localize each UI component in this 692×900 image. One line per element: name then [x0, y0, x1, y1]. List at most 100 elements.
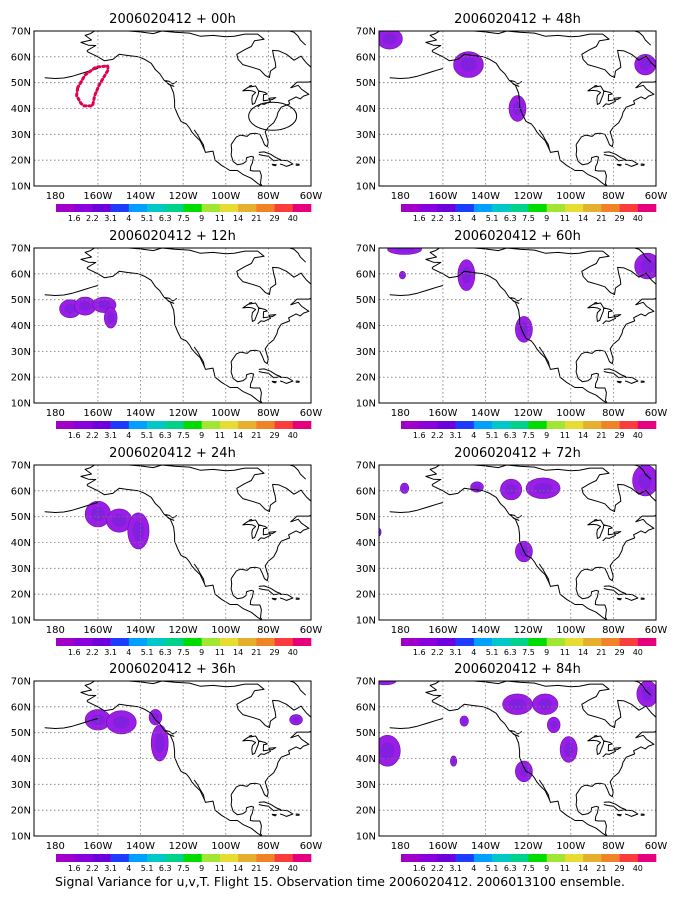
colorbar-label: 3.1 — [104, 431, 117, 440]
colorbar-swatch — [546, 421, 566, 429]
coastline — [575, 361, 608, 403]
coastline — [310, 738, 311, 740]
coastline — [193, 346, 205, 367]
colorbar-swatch — [165, 638, 184, 646]
colorbar-swatch — [110, 421, 130, 429]
latitude-tick-label: 20N — [11, 156, 31, 167]
colorbar-swatch — [528, 421, 548, 429]
colorbar-label: 11 — [215, 214, 225, 223]
colorbar-swatch — [128, 421, 148, 429]
panel-title: 2006020412 + 24h — [109, 446, 236, 461]
colorbar-label: 4 — [471, 648, 476, 657]
longitude-tick-label: 160W — [83, 841, 112, 852]
coastline — [295, 380, 300, 383]
colorbar-swatch — [219, 204, 239, 212]
longitude-tick-label: 180 — [391, 841, 410, 852]
colorbar-label: 9 — [199, 431, 204, 440]
colorbar-swatch — [455, 854, 475, 862]
colorbar-label: 4 — [126, 214, 131, 223]
longitude-tick-label: 160W — [428, 191, 457, 202]
colorbar-label: 21 — [596, 431, 606, 440]
map-frame — [33, 464, 312, 621]
signal-variance-core — [641, 686, 654, 702]
coastline — [616, 813, 622, 817]
coastline — [241, 238, 256, 246]
colorbar: 1.6 2.2 3.1 4 5.1 6.3 7.5 9 11 14 21 29 40 — [56, 204, 312, 223]
colorbar-label: 11 — [215, 864, 225, 873]
map-frame — [378, 247, 657, 404]
longitude-tick-label: 120W — [169, 625, 198, 636]
coastline — [586, 21, 601, 29]
coastline — [624, 376, 639, 384]
latitude-tick-label: 50N — [356, 295, 376, 306]
colorbar-swatch — [292, 421, 312, 429]
colorbar-label: 1.6 — [68, 214, 81, 223]
colorbar-swatch — [110, 204, 130, 212]
coastline — [279, 376, 294, 384]
colorbar-swatch — [401, 204, 420, 212]
longitude-tick-label: 140W — [126, 841, 155, 852]
colorbar-swatch — [74, 638, 93, 646]
map-frame — [378, 680, 657, 837]
coastline — [587, 302, 622, 325]
latitude-tick-label: 60N — [11, 486, 31, 497]
colorbar-label: 40 — [288, 864, 298, 873]
longitude-tick-label: 80W — [602, 841, 625, 852]
coastline — [242, 735, 277, 758]
latitude-tick-label: 70N — [11, 27, 31, 38]
coastline — [258, 585, 282, 596]
signal-variance-core — [509, 698, 526, 710]
colorbar-label: 3.1 — [449, 214, 462, 223]
colorbar-swatch — [183, 638, 203, 646]
colorbar-swatch — [492, 854, 511, 862]
coastline — [634, 465, 652, 480]
coastline — [271, 597, 277, 601]
latitude-tick-label: 60N — [11, 52, 31, 63]
latitude-tick-label: 30N — [11, 780, 31, 791]
signal-variance-core — [79, 301, 91, 312]
coastline — [640, 163, 645, 166]
colorbar-label: 6.3 — [504, 214, 517, 223]
colorbar-swatch — [292, 638, 312, 646]
colorbar-label: 3.1 — [104, 648, 117, 657]
colorbar-label: 4 — [126, 648, 131, 657]
colorbar: 1.6 2.2 3.1 4 5.1 6.3 7.5 9 11 14 21 29 40 — [56, 638, 312, 657]
map-panel: 2006020412 + 60h 10N 20N 30N 40N 50N 60N 70N 180… — [356, 229, 668, 440]
map-frame — [33, 247, 312, 404]
signal-variance-core — [132, 520, 145, 541]
colorbar-swatch — [128, 638, 148, 646]
colorbar-label: 14 — [233, 648, 243, 657]
coastline — [310, 305, 311, 307]
colorbar-label: 14 — [233, 214, 243, 223]
coastline — [80, 465, 311, 582]
coastline — [538, 129, 550, 150]
panel-title: 2006020412 + 12h — [109, 229, 236, 244]
colorbar-swatch — [183, 421, 203, 429]
colorbar-label: 1.6 — [413, 431, 426, 440]
coastline — [603, 801, 627, 812]
colorbar-swatch — [74, 204, 93, 212]
coastline — [575, 578, 608, 620]
coastline — [593, 735, 598, 737]
coastline — [241, 455, 256, 463]
longitude-tick-label: 100W — [556, 841, 585, 852]
coastline — [575, 144, 608, 186]
coastline — [279, 159, 294, 167]
signal-variance-core — [113, 715, 130, 729]
colorbar-label: 21 — [596, 864, 606, 873]
colorbar-swatch — [147, 854, 166, 862]
coastline — [193, 563, 205, 584]
colorbar-label: 4 — [126, 431, 131, 440]
colorbar-swatch — [128, 204, 148, 212]
longitude-tick-label: 100W — [211, 408, 240, 419]
coastline — [634, 31, 652, 46]
latitude-tick-label: 70N — [11, 677, 31, 688]
longitude-tick-label: 140W — [126, 408, 155, 419]
colorbar-label: 9 — [544, 431, 549, 440]
colorbar-swatch — [419, 204, 438, 212]
coastline — [655, 88, 656, 90]
colorbar-label: 21 — [596, 648, 606, 657]
colorbar-label: 5.1 — [141, 431, 154, 440]
colorbar-swatch — [601, 854, 620, 862]
signal-variance-core — [64, 303, 77, 314]
